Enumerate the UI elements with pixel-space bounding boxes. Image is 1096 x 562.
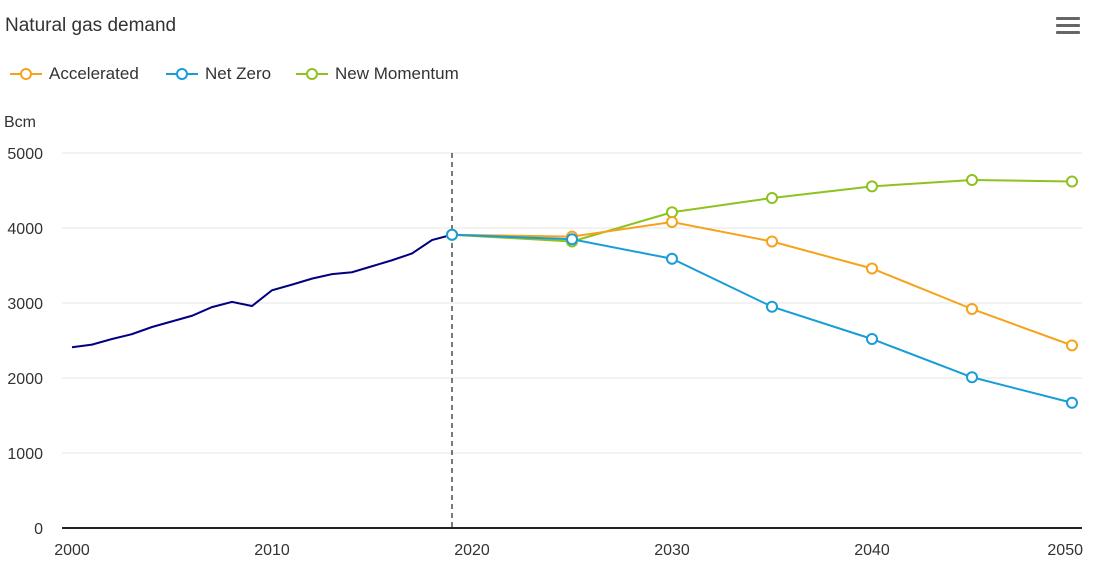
chart-title: Natural gas demand <box>5 15 177 36</box>
y-tick-label: 3000 <box>7 296 43 313</box>
legend-label: Net Zero <box>205 64 272 83</box>
data-point-net-zero[interactable] <box>666 252 678 265</box>
legend-swatch-icon <box>166 68 198 80</box>
x-tick-label: 2020 <box>454 542 490 559</box>
data-point-net-zero[interactable] <box>446 228 458 241</box>
data-point-net-zero[interactable] <box>866 333 878 345</box>
legend-label: Accelerated <box>49 64 139 83</box>
data-point-accelerated[interactable] <box>866 262 878 275</box>
data-point-new-momentum[interactable] <box>1066 175 1078 188</box>
y-tick-label: 4000 <box>7 221 43 238</box>
data-point-accelerated[interactable] <box>966 303 978 315</box>
data-point-accelerated[interactable] <box>766 235 778 248</box>
data-point-net-zero[interactable] <box>766 300 778 313</box>
data-point-net-zero[interactable] <box>966 371 978 384</box>
y-tick-label: 2000 <box>7 371 43 388</box>
x-tick-label: 2000 <box>54 542 90 559</box>
data-point-accelerated[interactable] <box>1066 339 1078 352</box>
x-tick-label: 2030 <box>654 542 690 559</box>
legend-swatch-icon <box>10 68 42 80</box>
y-axis-label: Bcm <box>4 114 36 131</box>
x-tick-label: 2050 <box>1047 542 1083 559</box>
y-tick-label: 5000 <box>7 146 43 163</box>
x-tick-label: 2040 <box>854 542 890 559</box>
data-point-new-momentum[interactable] <box>966 174 978 186</box>
data-point-net-zero[interactable] <box>1066 396 1078 409</box>
x-tick-label: 2010 <box>254 542 290 559</box>
series-line-historical <box>71 233 453 349</box>
hamburger-menu-icon[interactable] <box>1056 17 1080 37</box>
series-line-new-momentum <box>451 178 1073 243</box>
legend-label: New Momentum <box>335 64 459 83</box>
data-point-new-momentum[interactable] <box>766 192 778 204</box>
data-point-new-momentum[interactable] <box>666 206 678 219</box>
data-point-net-zero[interactable] <box>566 233 578 246</box>
legend-swatch-icon <box>296 68 328 80</box>
data-point-accelerated[interactable] <box>666 216 678 228</box>
data-point-new-momentum[interactable] <box>866 180 878 193</box>
y-tick-label: 0 <box>34 521 43 538</box>
y-tick-label: 1000 <box>7 446 43 463</box>
